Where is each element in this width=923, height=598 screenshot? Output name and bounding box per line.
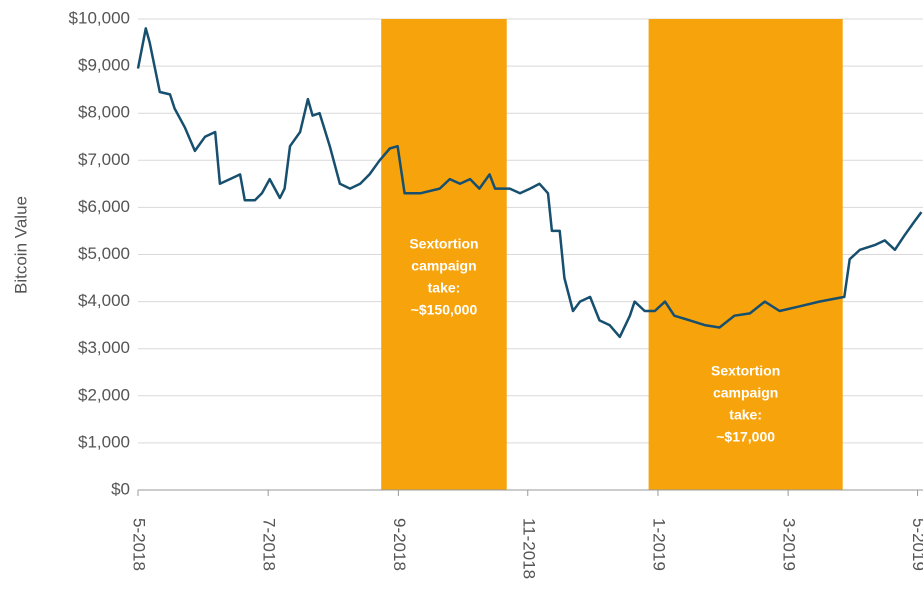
annotation-text: campaign [713, 385, 778, 401]
y-axis-label: Bitcoin Value [11, 196, 30, 294]
campaign-span [648, 19, 843, 490]
y-tick-label: $9,000 [78, 56, 130, 75]
x-tick-label: 1-2019 [649, 518, 668, 571]
price-line [136, 27, 923, 339]
x-tick-label: 5-2019 [909, 518, 923, 571]
annotation-text: ~$17,000 [716, 429, 775, 445]
y-tick-label: $7,000 [78, 150, 130, 169]
campaign-span [381, 19, 507, 490]
y-tick-label: $0 [111, 479, 130, 498]
y-tick-label: $8,000 [78, 103, 130, 122]
y-tick-label: $6,000 [78, 197, 130, 216]
y-tick-label: $1,000 [78, 432, 130, 451]
x-tick-label: 3-2019 [780, 518, 799, 571]
annotation-text: Sextortion [711, 363, 780, 379]
y-tick-label: $10,000 [69, 8, 130, 27]
annotation-text: campaign [411, 258, 476, 274]
y-tick-label: $3,000 [78, 338, 130, 357]
y-tick-label: $5,000 [78, 244, 130, 263]
y-tick-label: $4,000 [78, 291, 130, 310]
annotation-text: ~$150,000 [411, 302, 478, 318]
annotation-text: take: [428, 280, 461, 296]
x-tick-label: 11-2018 [519, 518, 538, 579]
x-tick-label: 9-2018 [390, 518, 409, 571]
y-tick-label: $2,000 [78, 385, 130, 404]
annotation-text: Sextortion [409, 236, 478, 252]
x-tick-label: 5-2018 [130, 518, 149, 571]
x-tick-label: 7-2018 [260, 518, 279, 571]
annotation-text: take: [729, 407, 762, 423]
